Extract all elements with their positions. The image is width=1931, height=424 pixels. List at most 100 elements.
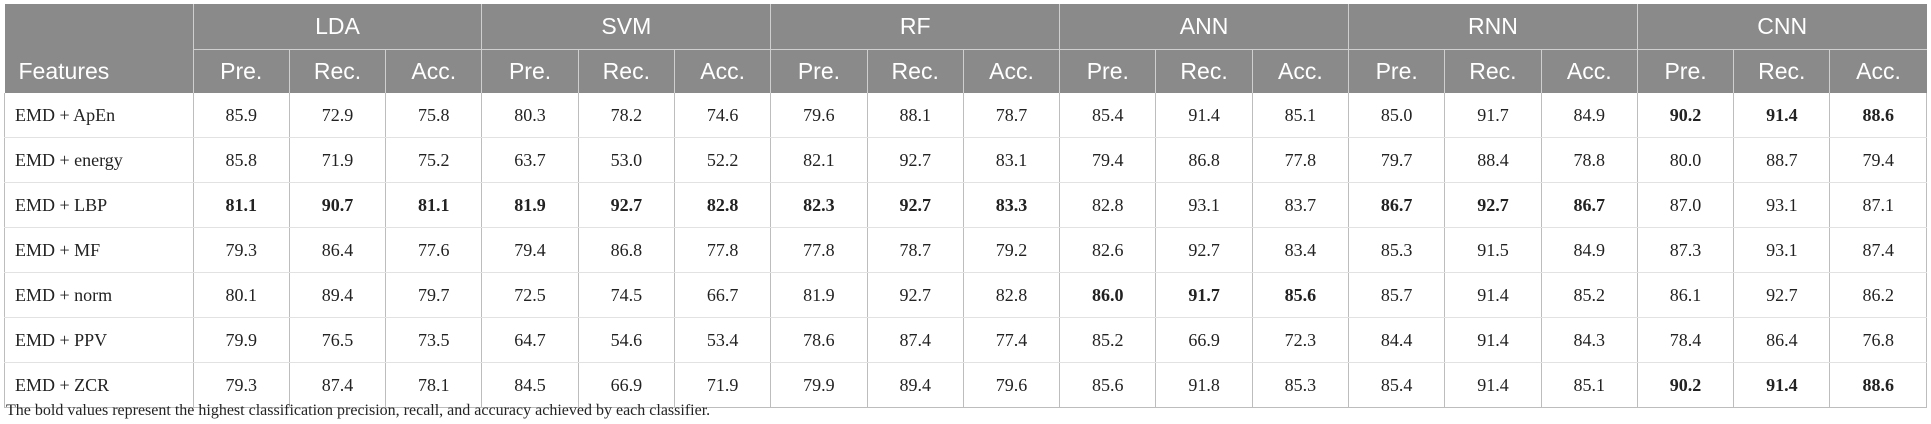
classifier-header: RNN — [1348, 4, 1638, 50]
metric-header: Rec. — [577, 49, 675, 93]
value-cell: 91.4 — [1733, 93, 1830, 138]
feature-cell: EMD + energy — [4, 137, 194, 183]
metric-header: Rec. — [1733, 49, 1830, 93]
value-cell: 79.4 — [1059, 137, 1156, 183]
value-cell: 82.3 — [770, 182, 868, 228]
value-cell: 86.7 — [1540, 182, 1638, 228]
value-cell: 64.7 — [481, 317, 579, 363]
value-cell: 81.9 — [481, 182, 579, 228]
value-cell: 79.6 — [770, 93, 868, 138]
value-cell: 78.2 — [577, 93, 675, 138]
value-cell: 79.3 — [192, 227, 290, 273]
value-cell: 90.2 — [1636, 362, 1734, 408]
value-cell: 93.1 — [1733, 227, 1830, 273]
value-cell: 78.1 — [385, 362, 482, 408]
value-cell: 86.4 — [1733, 317, 1830, 363]
value-cell: 54.6 — [577, 317, 675, 363]
metric-header: Pre. — [1059, 49, 1156, 93]
metric-header: Acc. — [1540, 49, 1638, 93]
value-cell: 82.6 — [1059, 227, 1156, 273]
value-cell: 86.1 — [1636, 272, 1734, 318]
value-cell: 73.5 — [385, 317, 482, 363]
value-cell: 79.9 — [770, 362, 868, 408]
value-cell: 83.7 — [1251, 182, 1349, 228]
value-cell: 91.7 — [1444, 93, 1542, 138]
value-cell: 86.0 — [1059, 272, 1156, 318]
value-cell: 91.8 — [1155, 362, 1253, 408]
metric-header: Rec. — [1155, 49, 1253, 93]
value-cell: 84.4 — [1348, 317, 1445, 363]
value-cell: 87.3 — [1636, 227, 1734, 273]
metric-header: Rec. — [288, 49, 386, 93]
metric-header: Pre. — [770, 49, 868, 93]
feature-cell: EMD + MF — [4, 227, 194, 273]
value-cell: 92.7 — [1733, 272, 1830, 318]
value-cell: 87.4 — [1829, 227, 1927, 273]
metric-header: Acc. — [1829, 49, 1927, 93]
value-cell: 88.6 — [1829, 362, 1927, 408]
metric-header: Acc. — [962, 49, 1060, 93]
value-cell: 87.4 — [288, 362, 386, 408]
value-cell: 84.9 — [1540, 227, 1638, 273]
value-cell: 85.1 — [1251, 93, 1349, 138]
metric-header: Rec. — [1444, 49, 1542, 93]
value-cell: 74.6 — [673, 93, 771, 138]
value-cell: 77.4 — [962, 317, 1060, 363]
value-cell: 78.7 — [962, 93, 1060, 138]
value-cell: 82.8 — [962, 272, 1060, 318]
table-footnote: The bold values represent the highest cl… — [6, 402, 711, 419]
table-row: EMD + MF 79.3 86.4 77.6 79.4 86.8 77.8 77.8 78.7… — [4, 227, 1927, 273]
value-cell: 75.2 — [385, 137, 482, 183]
table-body: EMD + ApEn 85.9 72.9 75.8 80.3 78.2 74.6 79.6 88… — [4, 93, 1927, 408]
value-cell: 81.1 — [385, 182, 482, 228]
value-cell: 82.1 — [770, 137, 868, 183]
value-cell: 83.1 — [962, 137, 1060, 183]
value-cell: 53.0 — [577, 137, 675, 183]
value-cell: 91.4 — [1444, 317, 1542, 363]
value-cell: 72.9 — [288, 93, 386, 138]
value-cell: 79.4 — [1829, 137, 1927, 183]
classifier-header: CNN — [1636, 4, 1927, 50]
value-cell: 80.3 — [481, 93, 579, 138]
value-cell: 80.0 — [1636, 137, 1734, 183]
value-cell: 76.5 — [288, 317, 386, 363]
value-cell: 79.7 — [1348, 137, 1445, 183]
value-cell: 89.4 — [288, 272, 386, 318]
value-cell: 91.4 — [1733, 362, 1830, 408]
value-cell: 93.1 — [1733, 182, 1830, 228]
value-cell: 92.7 — [1155, 227, 1253, 273]
value-cell: 85.2 — [1540, 272, 1638, 318]
value-cell: 66.9 — [577, 362, 675, 408]
value-cell: 83.4 — [1251, 227, 1349, 273]
table-row: EMD + PPV 79.9 76.5 73.5 64.7 54.6 53.4 78.6 87.… — [4, 317, 1927, 363]
value-cell: 84.5 — [481, 362, 579, 408]
value-cell: 90.2 — [1636, 93, 1734, 138]
value-cell: 86.8 — [577, 227, 675, 273]
value-cell: 81.1 — [192, 182, 290, 228]
value-cell: 87.0 — [1636, 182, 1734, 228]
value-cell: 72.3 — [1251, 317, 1349, 363]
value-cell: 91.7 — [1155, 272, 1253, 318]
value-cell: 85.8 — [192, 137, 290, 183]
value-cell: 78.6 — [770, 317, 868, 363]
value-cell: 52.2 — [673, 137, 771, 183]
value-cell: 88.4 — [1444, 137, 1542, 183]
value-cell: 79.7 — [385, 272, 482, 318]
value-cell: 78.4 — [1636, 317, 1734, 363]
value-cell: 88.7 — [1733, 137, 1830, 183]
value-cell: 92.7 — [866, 182, 964, 228]
value-cell: 79.9 — [192, 317, 290, 363]
value-cell: 85.4 — [1059, 93, 1156, 138]
results-table: Features LDA SVM RF ANN RNN CNN Pre. Rec.… — [4, 4, 1927, 408]
value-cell: 79.3 — [192, 362, 290, 408]
value-cell: 86.2 — [1829, 272, 1927, 318]
value-cell: 88.6 — [1829, 93, 1927, 138]
value-cell: 92.7 — [866, 137, 964, 183]
value-cell: 78.7 — [866, 227, 964, 273]
classifier-header: ANN — [1059, 4, 1349, 50]
feature-cell: EMD + LBP — [4, 182, 194, 228]
value-cell: 79.2 — [962, 227, 1060, 273]
value-cell: 71.9 — [288, 137, 386, 183]
value-cell: 85.9 — [192, 93, 290, 138]
value-cell: 76.8 — [1829, 317, 1927, 363]
